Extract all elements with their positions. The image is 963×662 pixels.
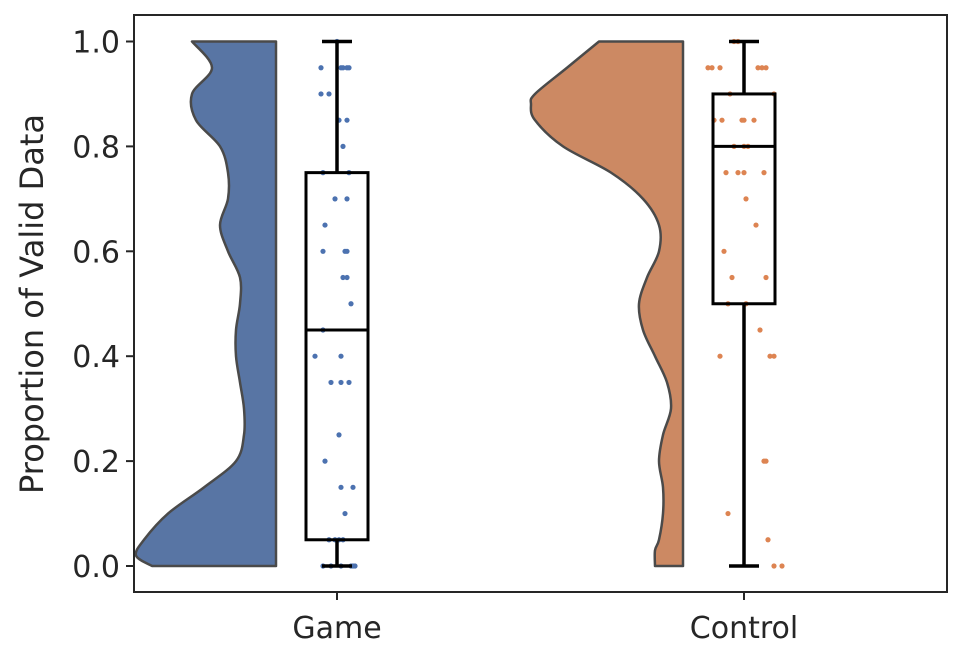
data-point: [763, 458, 769, 464]
data-point: [721, 248, 727, 254]
data-point: [318, 91, 324, 97]
data-point: [342, 510, 348, 517]
y-tick-label: 0.4: [72, 340, 120, 375]
data-point: [344, 274, 350, 281]
data-point: [723, 170, 729, 176]
density-cloud-game: [134, 40, 278, 568]
data-point: [336, 432, 342, 438]
data-point: [705, 65, 711, 71]
data-point: [743, 196, 749, 202]
data-point: [340, 65, 346, 71]
data-point: [320, 248, 326, 254]
data-point: [318, 65, 324, 71]
data-point: [332, 196, 338, 202]
data-point: [719, 117, 725, 123]
data-point: [755, 65, 761, 71]
data-point: [771, 353, 777, 359]
data-point: [338, 379, 344, 386]
plot-frame: [133, 14, 948, 593]
data-point: [763, 65, 769, 71]
box-game: [304, 171, 370, 542]
data-point: [709, 65, 715, 71]
data-point: [340, 274, 346, 281]
data-point: [352, 563, 358, 569]
y-tick-label: 0.0: [72, 550, 120, 585]
data-point: [759, 65, 765, 71]
data-point: [771, 563, 777, 569]
data-point: [340, 143, 346, 149]
data-point: [757, 327, 763, 333]
data-point: [717, 353, 723, 359]
data-point: [725, 510, 731, 517]
data-point: [763, 274, 769, 281]
y-tick-label: 0.6: [72, 235, 120, 270]
y-tick-label: 1.0: [72, 26, 120, 61]
data-point: [753, 222, 759, 228]
y-tick-label: 0.2: [72, 445, 120, 480]
data-point: [322, 222, 328, 228]
data-point: [751, 117, 757, 123]
data-point: [322, 458, 328, 464]
data-point: [717, 65, 723, 71]
x-tick-label: Control: [690, 611, 798, 646]
data-point: [741, 170, 747, 176]
data-point: [312, 353, 318, 359]
data-point: [344, 117, 350, 123]
data-point: [348, 301, 354, 307]
density-cloud-control: [529, 40, 685, 568]
box-control: [711, 92, 777, 306]
data-point: [326, 91, 332, 97]
data-point: [767, 353, 773, 359]
x-tick-label: Game: [292, 611, 381, 646]
data-point: [328, 379, 334, 386]
data-point: [350, 484, 356, 490]
data-point: [338, 484, 344, 490]
data-point: [765, 537, 771, 543]
data-point: [346, 65, 352, 71]
data-point: [779, 563, 785, 569]
data-point: [344, 196, 350, 202]
data-point: [344, 248, 350, 254]
data-point: [729, 274, 735, 281]
data-point: [735, 170, 741, 176]
y-tick-label: 0.8: [72, 130, 120, 165]
data-point: [761, 170, 767, 176]
data-point: [346, 379, 352, 386]
y-axis-title: Proportion of Valid Data: [13, 114, 51, 494]
data-point: [741, 117, 747, 123]
data-point: [338, 353, 344, 359]
